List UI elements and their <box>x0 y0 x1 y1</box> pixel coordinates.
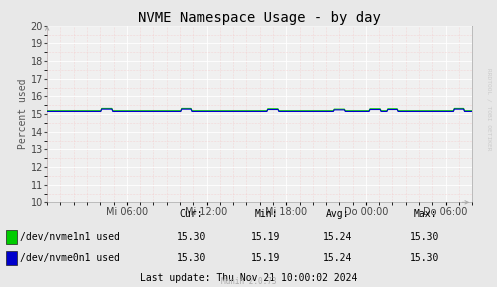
Text: Max:: Max: <box>413 209 437 219</box>
Text: 15.24: 15.24 <box>323 253 353 263</box>
Text: /dev/nvme0n1 used: /dev/nvme0n1 used <box>20 253 120 263</box>
Title: NVME Namespace Usage - by day: NVME Namespace Usage - by day <box>138 11 381 25</box>
Text: RRDTOOL / TOBI OETIKER: RRDTOOL / TOBI OETIKER <box>486 68 491 150</box>
Text: 15.30: 15.30 <box>410 232 440 242</box>
Text: 15.30: 15.30 <box>410 253 440 263</box>
Text: 15.30: 15.30 <box>176 232 206 242</box>
Text: Avg:: Avg: <box>326 209 350 219</box>
Text: Munin 2.0.73: Munin 2.0.73 <box>221 277 276 286</box>
Text: Last update: Thu Nov 21 10:00:02 2024: Last update: Thu Nov 21 10:00:02 2024 <box>140 273 357 283</box>
Y-axis label: Percent used: Percent used <box>18 79 28 149</box>
Text: Min:: Min: <box>254 209 278 219</box>
Text: 15.19: 15.19 <box>251 232 281 242</box>
Text: 15.24: 15.24 <box>323 232 353 242</box>
Text: 15.19: 15.19 <box>251 253 281 263</box>
Text: /dev/nvme1n1 used: /dev/nvme1n1 used <box>20 232 120 242</box>
Text: Cur:: Cur: <box>179 209 203 219</box>
Text: 15.30: 15.30 <box>176 253 206 263</box>
